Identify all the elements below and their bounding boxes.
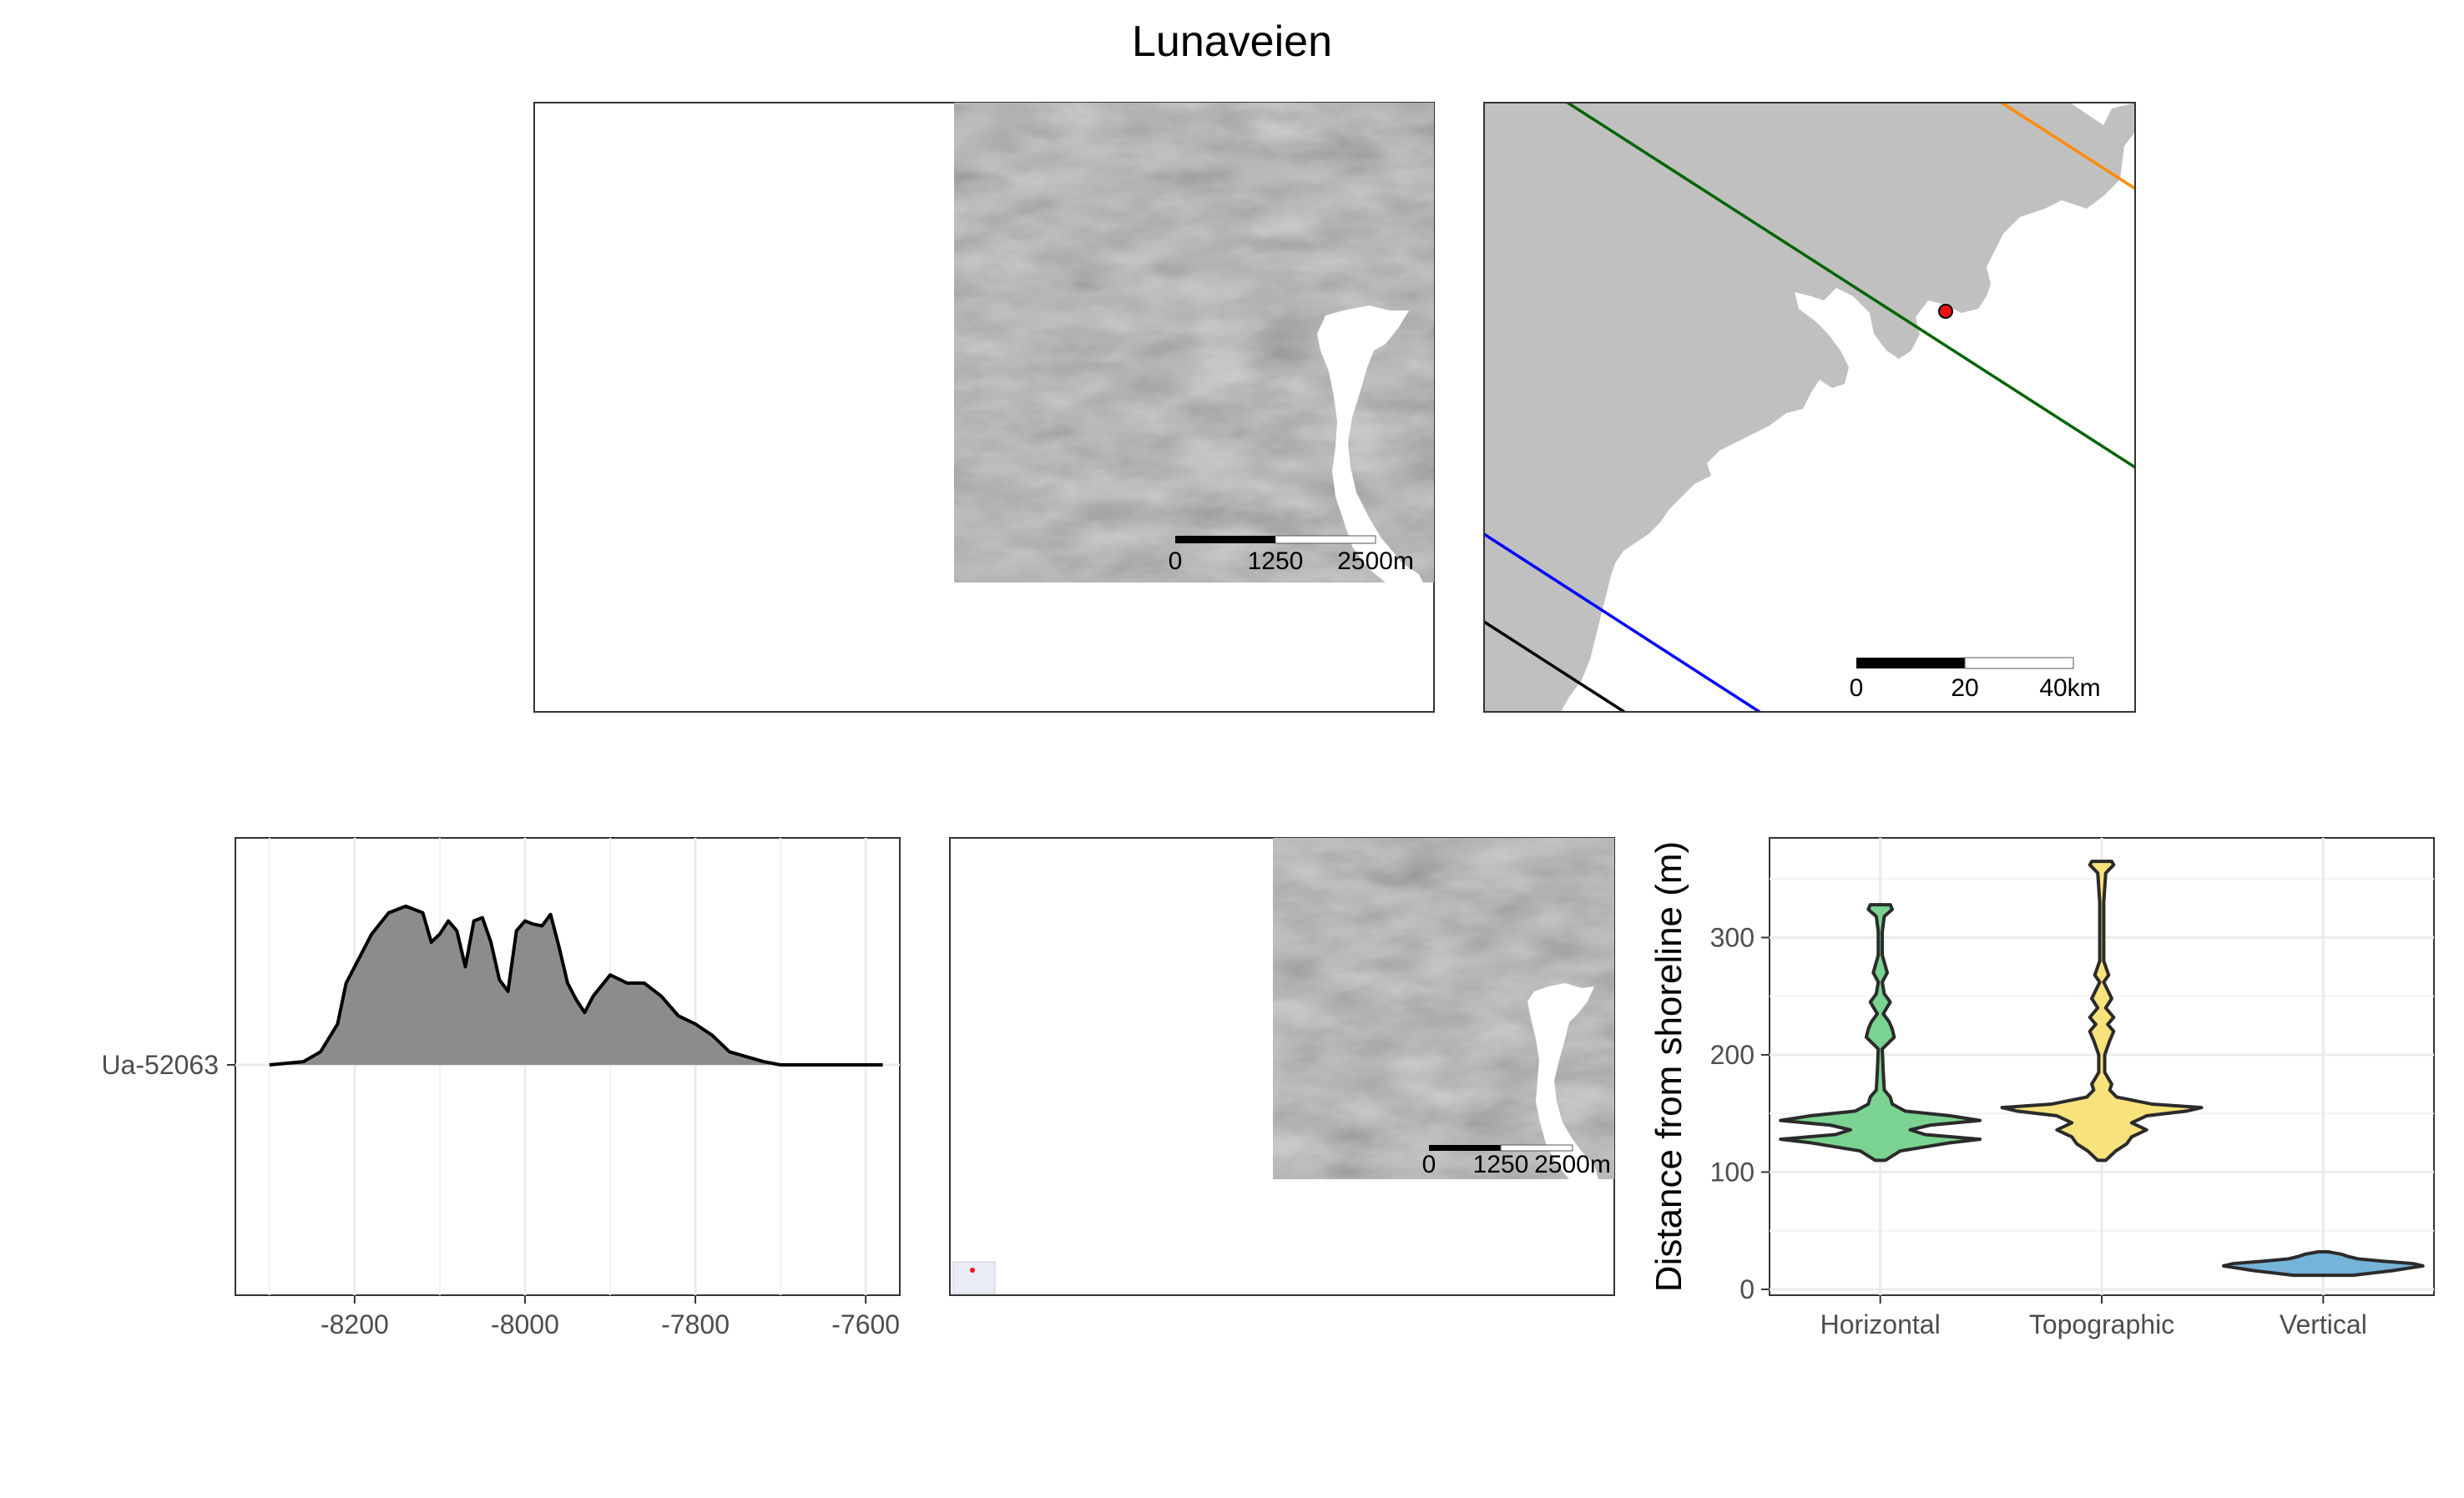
- region-map-panel: 0 20 40km: [1483, 102, 2136, 713]
- detail-inset-area: [952, 1261, 996, 1294]
- violin-x-category-label: Vertical: [2280, 1309, 2367, 1339]
- detail-map-panel: 0 1250 2500m: [949, 837, 1615, 1296]
- violin-y-tick-label: 100: [1710, 1157, 1755, 1187]
- region-scalebar-label-0: 0: [1850, 674, 1864, 702]
- region-scalebar-label-1: 20: [1951, 674, 1978, 702]
- violin-marks: [1779, 860, 2425, 1278]
- violin-vertical: [2221, 1250, 2425, 1278]
- detail-scalebar-white: [1500, 1144, 1573, 1152]
- overview-scalebar-black: [1175, 536, 1275, 543]
- density-x-tick-label: -8000: [491, 1309, 559, 1339]
- density-axes: -8200 -8000 -7800 -7600 Ua-52063: [101, 1050, 900, 1339]
- violin-topographic: [2000, 860, 2204, 1163]
- density-x-tick-label: -8200: [321, 1309, 389, 1339]
- density-outline: [269, 904, 883, 1067]
- detail-scalebar-label-1: 1250: [1473, 1151, 1529, 1178]
- detail-scalebar-label-2: 2500m: [1534, 1151, 1611, 1178]
- violin-x-category-label: Horizontal: [1820, 1309, 1941, 1339]
- density-x-tick-label: -7800: [661, 1309, 730, 1339]
- region-line-orange: [2001, 103, 2135, 190]
- violin-axes: 0 100 200 300 Horizontal Topographic Vertical: [1710, 922, 2367, 1339]
- overview-scalebar-white: [1275, 535, 1376, 544]
- region-land: [1484, 103, 2135, 712]
- region-line-black: [1484, 620, 1625, 712]
- figure-title: Lunaveien: [1132, 18, 1332, 66]
- region-line-blue: [1484, 532, 1760, 712]
- overview-lake: [1317, 305, 1423, 583]
- violin-y-tick-label: 0: [1739, 1274, 1755, 1304]
- violin-y-axis-label: Distance from shoreline (m): [1649, 841, 1689, 1292]
- overview-scalebar-label-2: 2500m: [1337, 547, 1414, 575]
- region-scalebar-black: [1856, 658, 1965, 668]
- density-marks: [269, 904, 883, 1067]
- detail-lake: [1527, 983, 1598, 1179]
- detail-scalebar-label-0: 0: [1422, 1151, 1436, 1178]
- region-map-frame: [1483, 102, 2136, 713]
- density-area: [269, 905, 883, 1065]
- region-site-marker: [1938, 304, 1953, 319]
- detail-scalebar-black: [1429, 1145, 1501, 1151]
- violin-horizontal: [1779, 903, 1982, 1163]
- region-scalebar-label-2: 40km: [2039, 674, 2100, 702]
- violin-y-tick-label: 200: [1710, 1040, 1755, 1070]
- overview-map-panel: 0 1250 2500m: [533, 102, 1435, 713]
- violin-x-category-label: Topographic: [2029, 1309, 2174, 1339]
- density-y-category-label: Ua-52063: [101, 1050, 219, 1080]
- violin-y-tick-label: 300: [1710, 922, 1755, 952]
- overview-scalebar-label-1: 1250: [1248, 547, 1304, 575]
- region-scalebar-white: [1964, 657, 2074, 669]
- detail-site-marker: [970, 1268, 975, 1273]
- density-x-tick-label: -7600: [831, 1309, 900, 1339]
- region-line-green: [1567, 103, 2135, 469]
- overview-scalebar-label-0: 0: [1169, 547, 1183, 575]
